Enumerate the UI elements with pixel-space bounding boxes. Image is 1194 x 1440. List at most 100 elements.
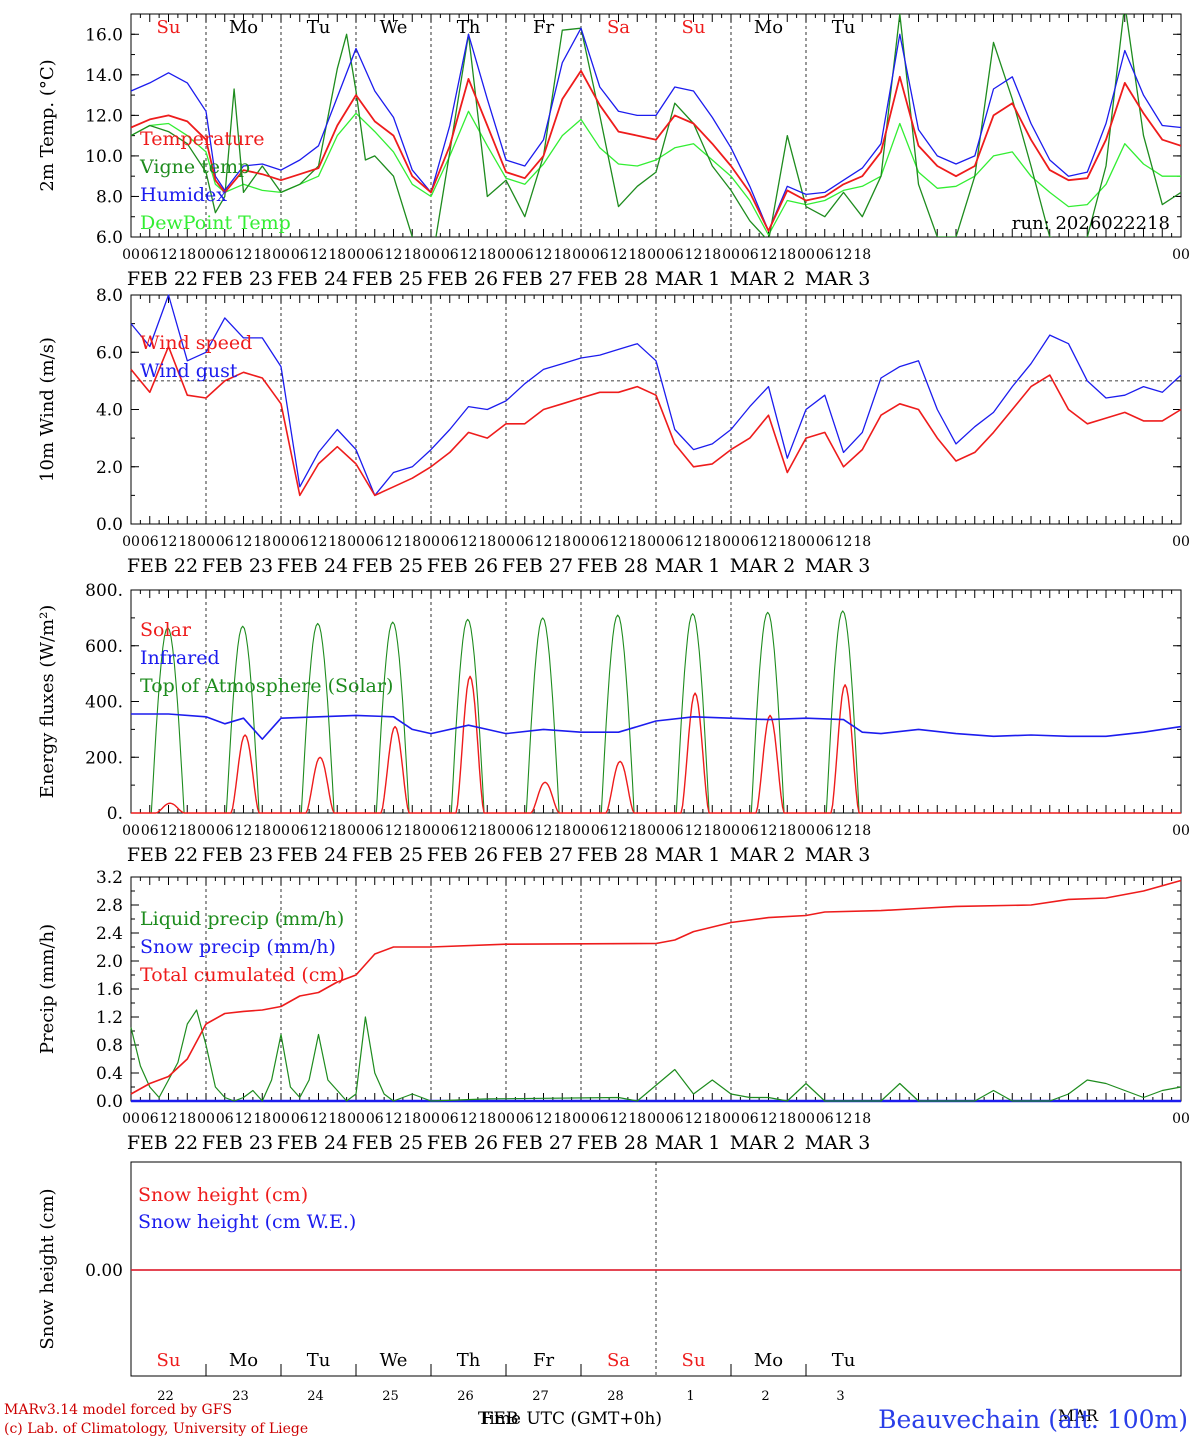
hour-tick-label: 18 (703, 1111, 721, 1127)
day-number-label: 1 (686, 1389, 694, 1404)
hour-tick-label: 06 (366, 823, 384, 839)
hour-tick-label: 12 (385, 1111, 403, 1127)
hour-tick-label: 00 (347, 534, 365, 550)
hour-tick-label: 12 (310, 823, 328, 839)
hour-tick-label: 12 (310, 1111, 328, 1127)
hour-tick-label: 12 (760, 1111, 778, 1127)
hour-tick-label: 18 (553, 1111, 571, 1127)
date-label: FEB 28 (577, 1132, 648, 1154)
hour-tick-label: 12 (835, 534, 853, 550)
hour-tick-label: 18 (328, 1111, 346, 1127)
series-line-vigne-temp (131, 14, 1181, 237)
date-label: FEB 23 (202, 844, 273, 866)
hour-tick-label: 12 (160, 823, 178, 839)
legend-entry: Top of Atmosphere (Solar) (140, 675, 393, 697)
hour-tick-label: 12 (235, 534, 253, 550)
hour-tick-label: 18 (553, 247, 571, 263)
series-line-infrared (131, 713, 1182, 740)
day-number-label: 23 (232, 1389, 249, 1404)
hour-tick-label: 06 (516, 823, 534, 839)
hour-tick-label: 12 (160, 1111, 178, 1127)
hour-tick-label: 12 (535, 823, 553, 839)
hour-tick-label: 00 (647, 247, 665, 263)
date-label: FEB 22 (127, 555, 198, 577)
legend-entry: Infrared (140, 647, 220, 669)
y-tick-label: 0.0 (96, 515, 123, 535)
hour-tick-label: 06 (441, 534, 459, 550)
date-label: FEB 22 (127, 844, 198, 866)
hour-tick-label: 00 (122, 247, 140, 263)
hour-tick-label: 00 (797, 823, 815, 839)
hour-tick-label: 12 (535, 247, 553, 263)
hour-tick-label: 06 (216, 534, 234, 550)
hour-tick-label: 06 (216, 823, 234, 839)
legend-entry: Solar (140, 619, 192, 641)
hour-tick-label: 06 (591, 534, 609, 550)
hour-tick-label: 12 (385, 247, 403, 263)
hour-tick-label: 18 (403, 534, 421, 550)
y-tick-label: 3.2 (96, 868, 123, 888)
y-tick-label: 600. (85, 637, 123, 657)
y-tick-label: 8.0 (96, 286, 123, 306)
day-of-week-label: Tu (832, 1350, 856, 1371)
hour-tick-label: 06 (666, 1111, 684, 1127)
y-tick-label: 0.4 (96, 1064, 123, 1084)
station-label: Beauvechain (alt. 100m) (878, 1405, 1188, 1434)
legend-entry: Snow height (cm) (138, 1184, 308, 1206)
day-of-week-label: Tu (832, 17, 856, 38)
hour-tick-label: 12 (835, 1111, 853, 1127)
hour-tick-label: 06 (366, 247, 384, 263)
hour-tick-label: 12 (235, 1111, 253, 1127)
day-number-label: 24 (307, 1389, 324, 1404)
hour-tick-label: 00 (197, 823, 215, 839)
day-of-week-label: Mo (229, 1350, 258, 1371)
date-label: FEB 24 (277, 1132, 348, 1154)
hour-tick-label: 00 (197, 247, 215, 263)
hour-tick-label: 06 (816, 823, 834, 839)
hour-tick-label: 00 (647, 1111, 665, 1127)
hour-tick-label: 18 (628, 247, 646, 263)
legend-entry: DewPoint Temp (140, 212, 291, 234)
date-label: FEB 23 (202, 268, 273, 290)
hour-tick-label: 06 (516, 247, 534, 263)
y-tick-label: 0.00 (85, 1261, 123, 1281)
day-of-week-label: Su (157, 1350, 181, 1371)
day-number-label: 28 (607, 1389, 624, 1404)
hour-tick-label: 18 (853, 534, 871, 550)
hour-tick-label: 18 (328, 247, 346, 263)
hour-tick-label: 06 (216, 247, 234, 263)
hour-tick-label: 00 (797, 247, 815, 263)
date-label: FEB 27 (502, 555, 573, 577)
y-tick-label: 800. (85, 581, 123, 601)
y-tick-label: 12.0 (85, 106, 123, 126)
day-of-week-label: Su (682, 17, 706, 38)
hour-tick-label: 06 (291, 534, 309, 550)
hour-tick-label: 18 (253, 823, 271, 839)
day-of-week-label: We (380, 17, 408, 38)
date-label: MAR 3 (805, 1132, 871, 1154)
hour-tick-label: 18 (853, 247, 871, 263)
hour-tick-label: 06 (741, 1111, 759, 1127)
hour-tick-label: 00 (497, 823, 515, 839)
hour-tick-label: 12 (685, 823, 703, 839)
hour-tick-label: 00 (122, 534, 140, 550)
hour-tick-label: 00 (122, 823, 140, 839)
date-label: FEB 26 (427, 844, 498, 866)
hour-tick-label: 18 (553, 823, 571, 839)
hour-tick-label: 12 (610, 534, 628, 550)
hour-tick-label: 18 (778, 247, 796, 263)
day-of-week-label: Mo (754, 17, 783, 38)
y-tick-label: 0.8 (96, 1036, 123, 1056)
hour-tick-label: 00 (497, 1111, 515, 1127)
series-line-wind-gust (130, 294, 1182, 497)
date-label: FEB 22 (127, 1132, 198, 1154)
hour-tick-label: 06 (291, 1111, 309, 1127)
day-number-label: 26 (457, 1389, 474, 1404)
hour-tick-label: 00 (497, 534, 515, 550)
hour-tick-label: 00 (722, 823, 740, 839)
y-tick-label: 6.0 (96, 343, 123, 363)
time-axis-label: Time UTC (GMT+0h) (478, 1409, 662, 1429)
date-label: FEB 24 (277, 268, 348, 290)
day-of-week-label: Th (457, 1350, 481, 1371)
